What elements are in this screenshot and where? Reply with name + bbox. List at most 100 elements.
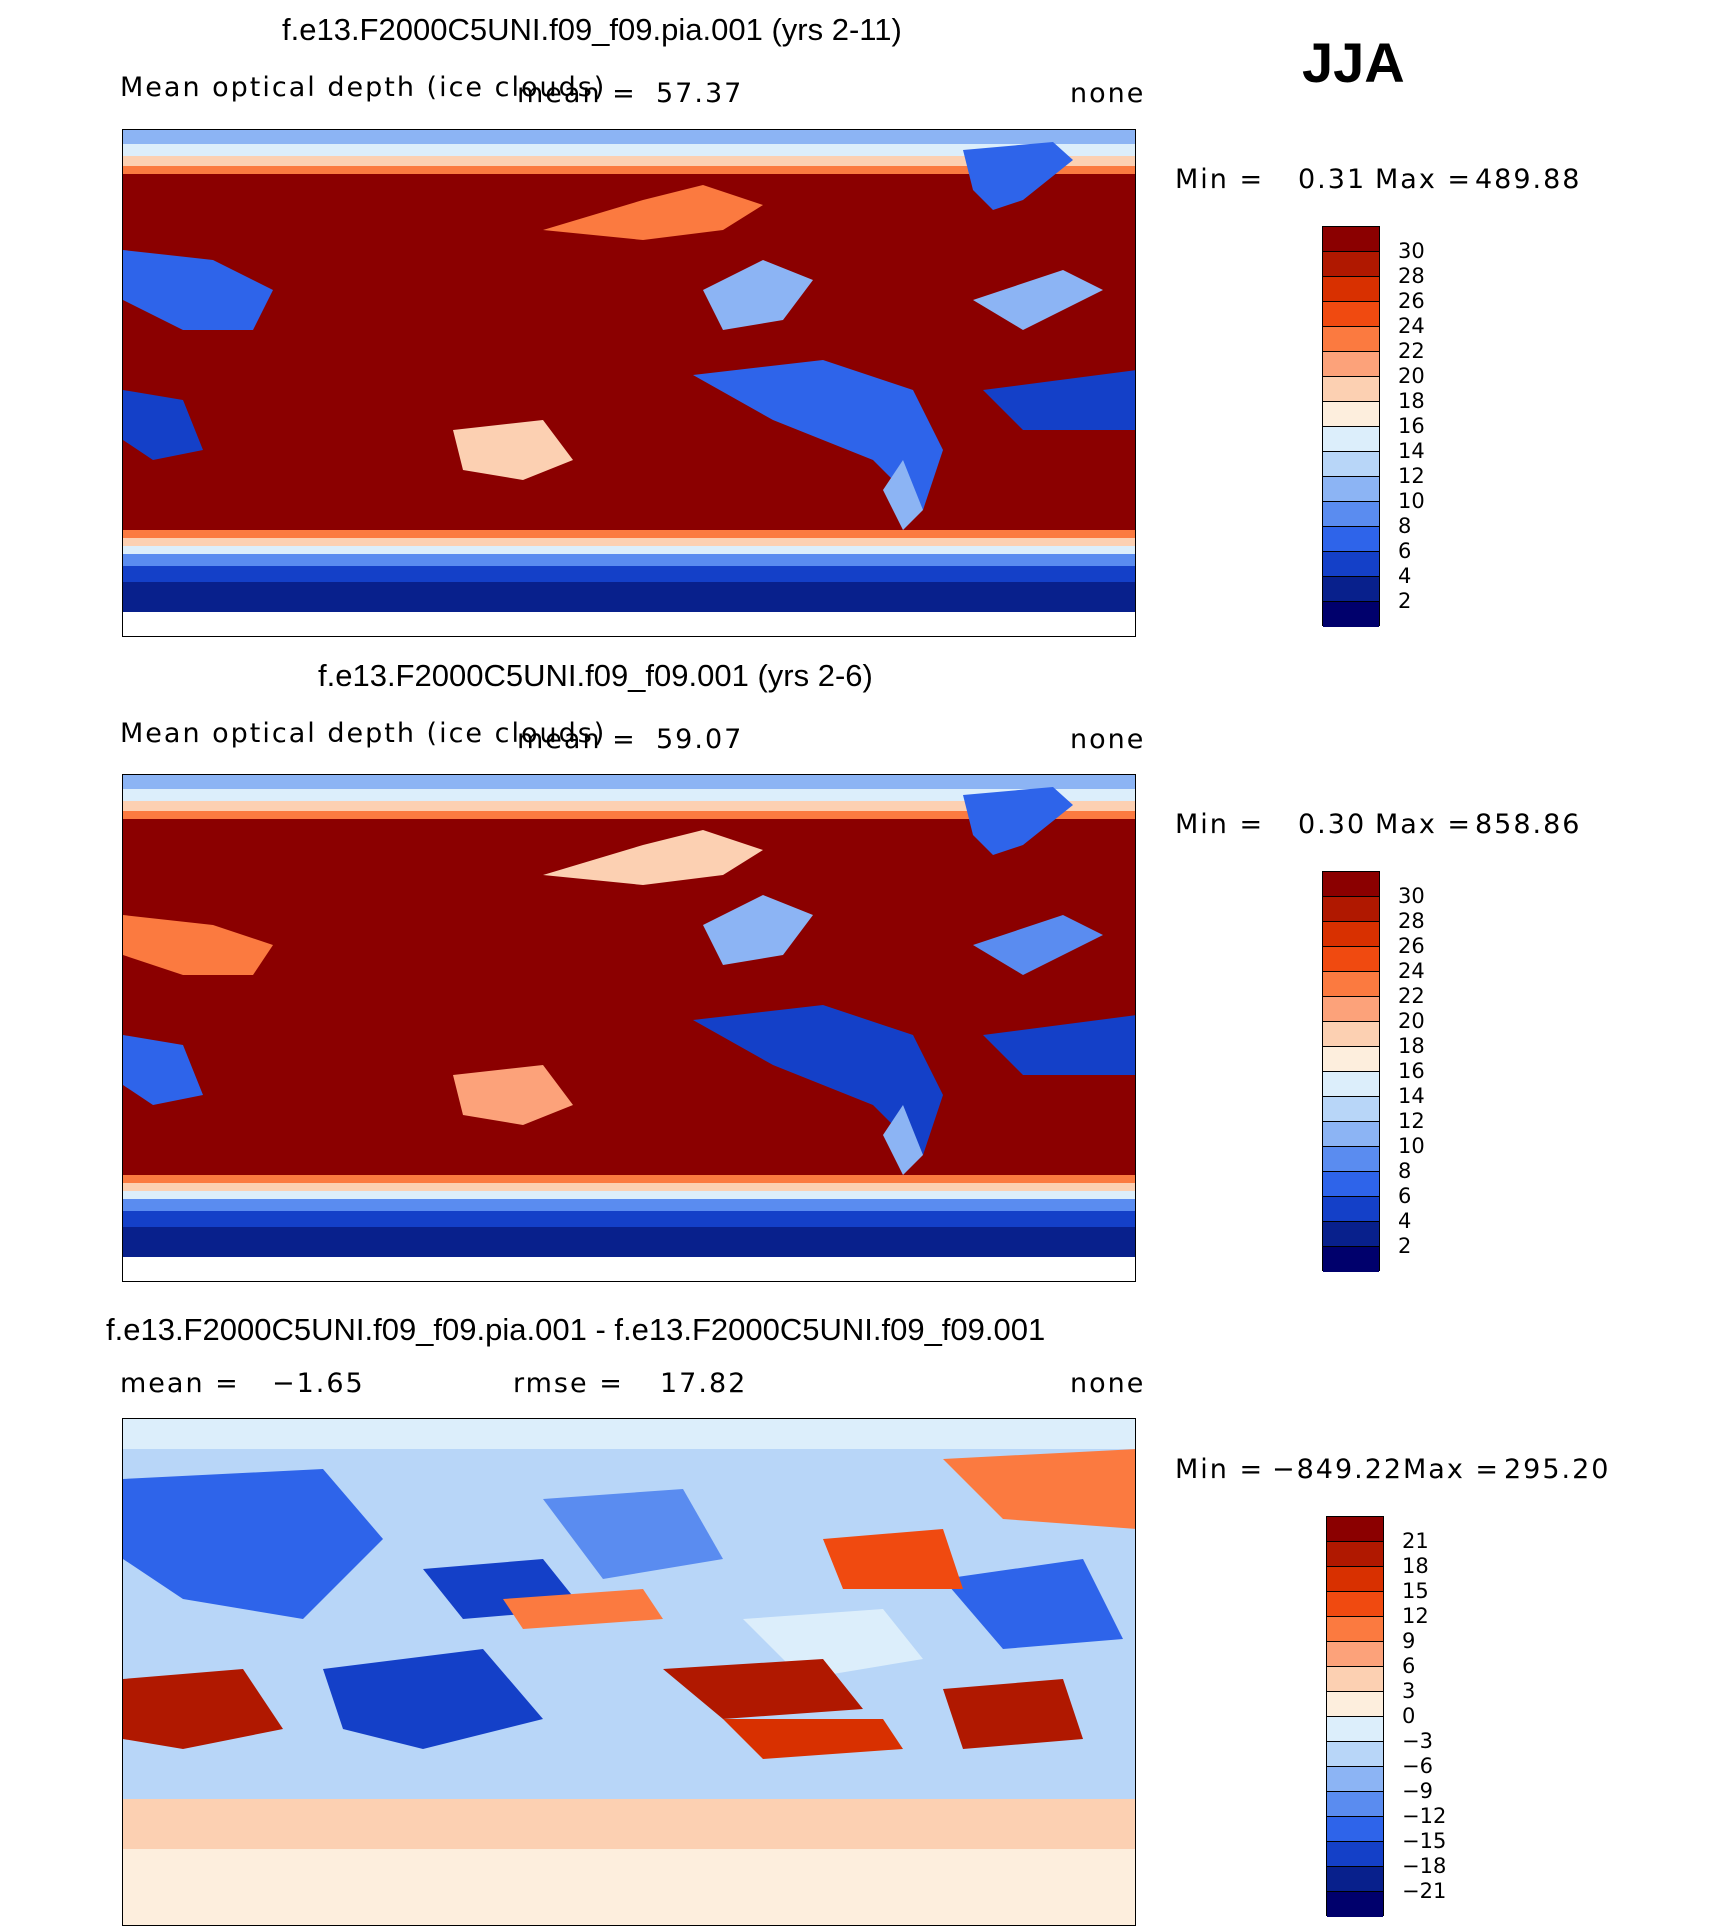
panel3-map [122, 1418, 1136, 1926]
colorbar-tick-label: −18 [1402, 1854, 1447, 1878]
colorbar-tick-label: 16 [1398, 414, 1425, 438]
colorbar-tick-label: 8 [1398, 1159, 1412, 1183]
panel2-units: none [1070, 724, 1146, 755]
colorbar-swatch [1327, 1617, 1383, 1642]
colorbar-tick-label: −15 [1402, 1829, 1447, 1853]
colorbar-tick-label: 6 [1398, 539, 1412, 563]
panel1-mean-value: 57.37 [656, 78, 744, 109]
panel3-min-value: −849.22 [1272, 1454, 1404, 1485]
colorbar-swatch [1323, 872, 1379, 897]
colorbar-swatch [1323, 227, 1379, 252]
colorbar-tick-label: 2 [1398, 1234, 1412, 1258]
colorbar-swatch [1323, 577, 1379, 602]
colorbar-tick-label: 4 [1398, 564, 1412, 588]
panel1-map [122, 129, 1136, 637]
colorbar-tick-label: 18 [1402, 1554, 1429, 1578]
colorbar-swatch [1323, 252, 1379, 277]
panel3-mean-label: mean = [120, 1368, 240, 1399]
panel2-mean-value: 59.07 [656, 724, 744, 755]
colorbar-tick-label: 2 [1398, 589, 1412, 613]
panel2-min-label: Min = [1175, 809, 1265, 840]
panel2-map [122, 774, 1136, 1282]
colorbar-swatch [1327, 1717, 1383, 1742]
panel2-title: f.e13.F2000C5UNI.f09_f09.001 (yrs 2-6) [318, 658, 873, 693]
colorbar-swatch [1323, 1197, 1379, 1222]
colorbar-swatch [1327, 1892, 1383, 1917]
colorbar-swatch [1323, 897, 1379, 922]
colorbar-swatch [1327, 1542, 1383, 1567]
colorbar-tick-label: 10 [1398, 489, 1425, 513]
panel2-mean-label: mean = [517, 724, 637, 755]
colorbar-swatch [1327, 1667, 1383, 1692]
colorbar-tick-label: 0 [1402, 1704, 1416, 1728]
panel2-min-value: 0.30 [1298, 809, 1367, 840]
colorbar-tick-label: −6 [1402, 1754, 1433, 1778]
panel2-max-value: 858.86 [1475, 809, 1582, 840]
colorbar-tick-label: −9 [1402, 1779, 1433, 1803]
colorbar-tick-label: 20 [1398, 364, 1425, 388]
colorbar-swatch [1323, 1097, 1379, 1122]
colorbar-tick-label: 3 [1402, 1679, 1416, 1703]
panel1-min-label: Min = [1175, 164, 1265, 195]
colorbar-swatch [1323, 972, 1379, 997]
colorbar-tick-label: 22 [1398, 984, 1425, 1008]
colorbar-tick-label: 15 [1402, 1579, 1429, 1603]
colorbar-swatch [1323, 602, 1379, 627]
colorbar-tick-label: 30 [1398, 884, 1425, 908]
panel1-title: f.e13.F2000C5UNI.f09_f09.pia.001 (yrs 2-… [282, 12, 902, 47]
colorbar-swatch [1327, 1867, 1383, 1892]
colorbar-swatch [1323, 302, 1379, 327]
colorbar-swatch [1323, 922, 1379, 947]
colorbar-tick-label: 28 [1398, 909, 1425, 933]
colorbar-swatch [1323, 377, 1379, 402]
colorbar-swatch [1323, 1247, 1379, 1272]
colorbar-swatch [1323, 527, 1379, 552]
colorbar-tick-label: 24 [1398, 959, 1425, 983]
colorbar-tick-label: 18 [1398, 389, 1425, 413]
colorbar-swatches [1322, 226, 1380, 627]
panel3-title: f.e13.F2000C5UNI.f09_f09.pia.001 - f.e13… [106, 1312, 1046, 1347]
season-label: JJA [1302, 31, 1405, 94]
colorbar-swatch [1323, 452, 1379, 477]
colorbar-swatch [1327, 1592, 1383, 1617]
colorbar-swatch [1323, 402, 1379, 427]
colorbar-swatches [1322, 871, 1380, 1272]
colorbar-swatch [1323, 502, 1379, 527]
panel2-max-label: Max = [1375, 809, 1473, 840]
colorbar-tick-label: 16 [1398, 1059, 1425, 1083]
colorbar-tick-label: 14 [1398, 439, 1425, 463]
colorbar-swatch [1327, 1792, 1383, 1817]
panel3-max-value: 295.20 [1504, 1454, 1611, 1485]
colorbar-swatch [1327, 1517, 1383, 1542]
panel1-units: none [1070, 78, 1146, 109]
colorbar-swatch [1327, 1692, 1383, 1717]
colorbar-swatch [1327, 1817, 1383, 1842]
colorbar-swatch [1323, 1022, 1379, 1047]
colorbar-swatch [1323, 947, 1379, 972]
colorbar-tick-label: −12 [1402, 1804, 1447, 1828]
panel3-units: none [1070, 1368, 1146, 1399]
colorbar-tick-label: 14 [1398, 1084, 1425, 1108]
colorbar-tick-label: 26 [1398, 289, 1425, 313]
colorbar-swatch [1327, 1842, 1383, 1867]
panel3-rmse-value: 17.82 [660, 1368, 748, 1399]
colorbar-tick-label: 12 [1398, 1109, 1425, 1133]
colorbar-swatch [1323, 1047, 1379, 1072]
colorbar-swatch [1323, 277, 1379, 302]
colorbar-tick-label: 12 [1402, 1604, 1429, 1628]
colorbar-swatch [1323, 997, 1379, 1022]
panel3-rmse-label: rmse = [513, 1368, 624, 1399]
colorbar-swatch [1323, 1122, 1379, 1147]
panel1-min-value: 0.31 [1298, 164, 1367, 195]
colorbar-tick-label: 21 [1402, 1529, 1429, 1553]
colorbar-tick-label: 26 [1398, 934, 1425, 958]
colorbar-swatches [1326, 1516, 1384, 1917]
colorbar-swatch [1327, 1742, 1383, 1767]
colorbar-tick-label: 28 [1398, 264, 1425, 288]
panel1-max-label: Max = [1375, 164, 1473, 195]
colorbar-swatch [1327, 1642, 1383, 1667]
colorbar-swatch [1323, 477, 1379, 502]
colorbar-tick-label: 10 [1398, 1134, 1425, 1158]
colorbar-tick-label: 6 [1398, 1184, 1412, 1208]
panel1-max-value: 489.88 [1475, 164, 1582, 195]
